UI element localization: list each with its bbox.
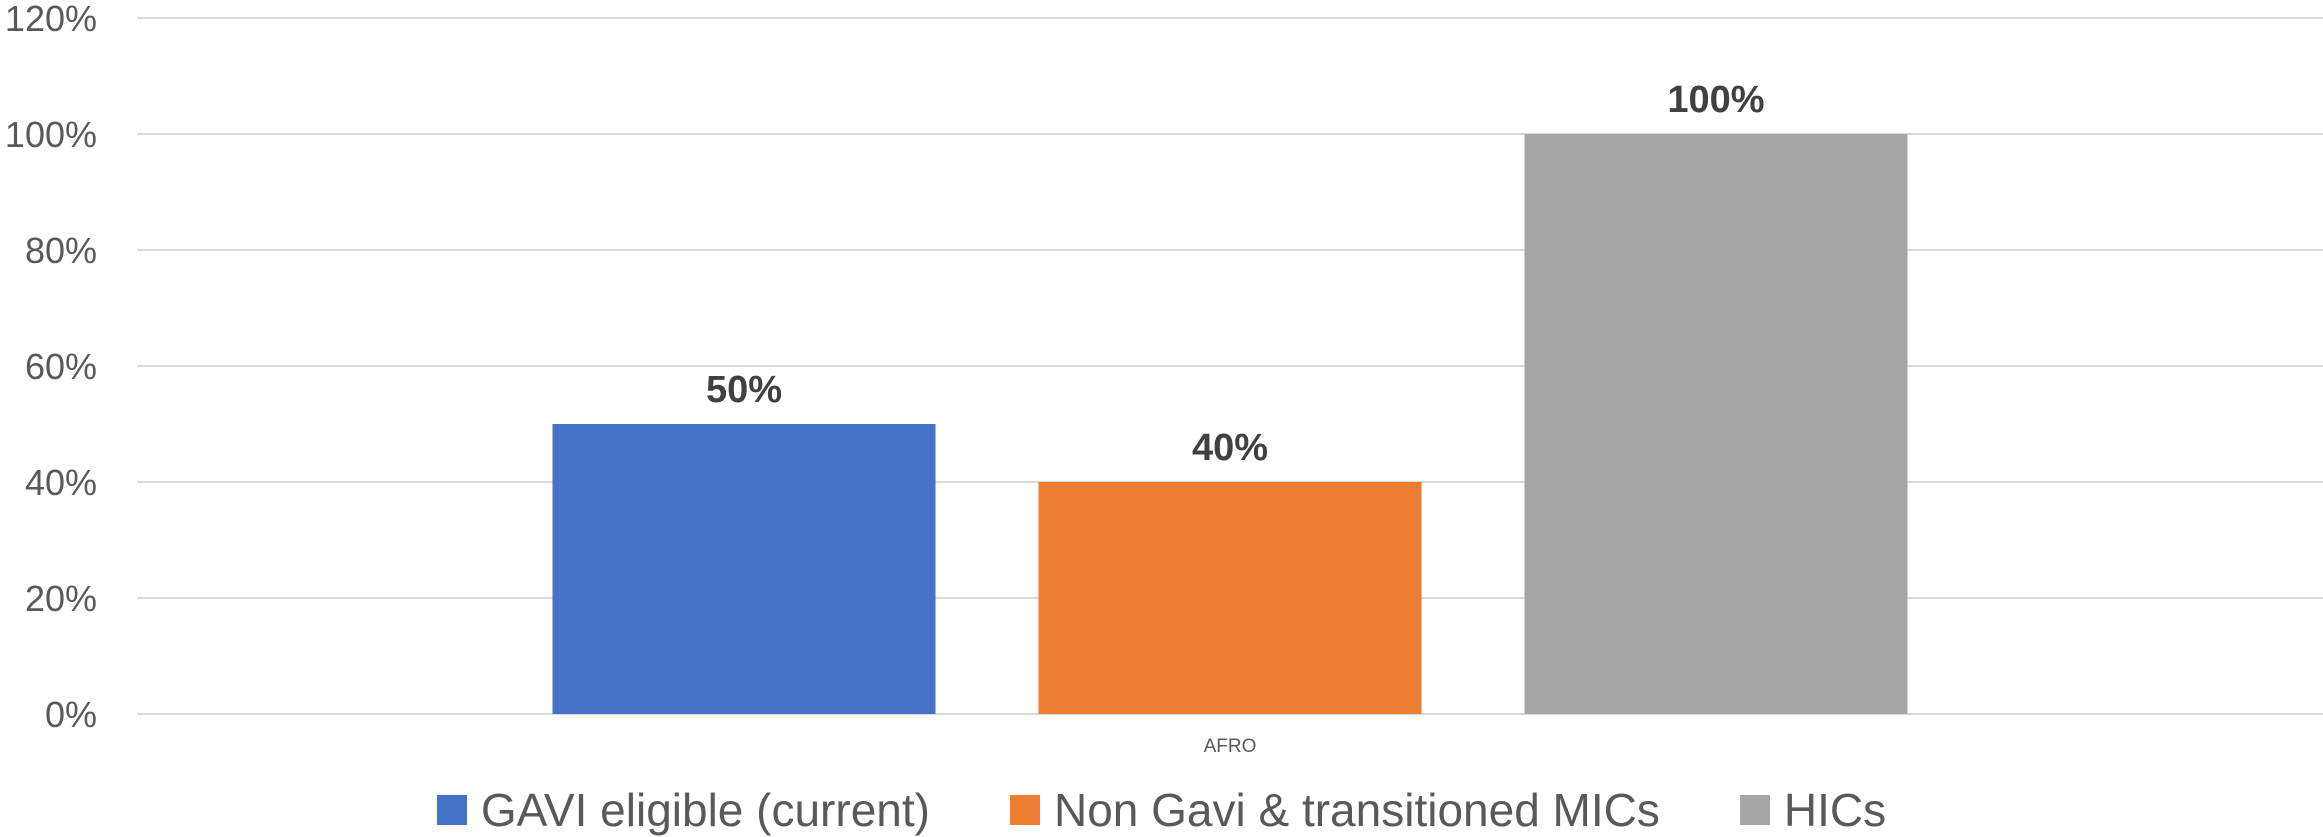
x-category-label: AFRO (1204, 736, 1257, 757)
y-tick-label: 60% (25, 346, 97, 387)
data-label: 40% (1192, 427, 1268, 469)
y-tick-label: 120% (5, 0, 97, 39)
y-tick-label: 40% (25, 462, 97, 503)
bar (1524, 134, 1908, 714)
bar-chart: 0% 20% 40% 60% 80% 100% 120% 50% 40% 100% AFRO (5, 0, 2323, 757)
data-label: 50% (706, 369, 782, 411)
y-tick-label: 20% (25, 578, 97, 619)
bar (552, 424, 936, 714)
chart-legend: GAVI eligible (current) Non Gavi & trans… (0, 782, 2323, 837)
y-tick-label: 0% (45, 694, 97, 735)
legend-item-non-gavi-mics: Non Gavi & transitioned MICs (1009, 783, 1660, 837)
legend-label-non-gavi-mics: Non Gavi & transitioned MICs (1053, 783, 1660, 836)
legend-item-gavi-eligible: GAVI eligible (current) (436, 783, 930, 837)
legend-label-gavi-eligible: GAVI eligible (current) (480, 783, 930, 836)
legend-label-hics: HICs (1783, 783, 1887, 836)
y-tick-label: 100% (5, 114, 97, 155)
legend-swatch-hics (1739, 794, 1770, 825)
data-label: 100% (1667, 79, 1764, 121)
legend-swatch-non-gavi-mics (1009, 794, 1040, 825)
legend-item-hics: HICs (1739, 783, 1887, 837)
y-tick-label: 80% (25, 230, 97, 271)
bar (1038, 482, 1422, 714)
legend-swatch-gavi-eligible (436, 794, 467, 825)
